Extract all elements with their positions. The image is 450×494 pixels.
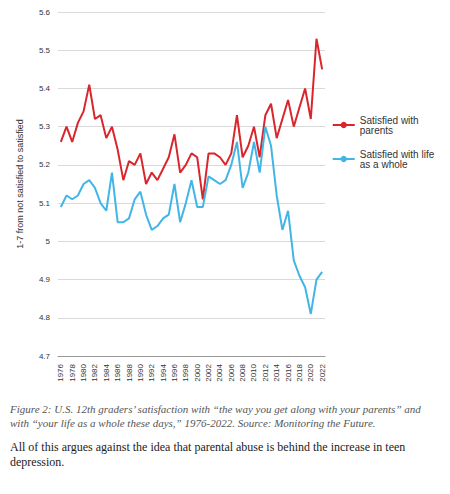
svg-text:1996: 1996	[170, 363, 179, 381]
svg-text:4.9: 4.9	[39, 275, 51, 284]
svg-text:1980: 1980	[79, 363, 88, 381]
html-text:All of this argues against the: All of this argues against the idea that…	[10, 440, 406, 469]
svg-text:Satisfied with: Satisfied with	[359, 114, 422, 126]
svg-text:1988: 1988	[125, 363, 134, 381]
svg-text:2022: 2022	[318, 363, 327, 381]
svg-text:4.8: 4.8	[39, 313, 51, 322]
svg-text:Satisfied with life: Satisfied with life	[359, 148, 437, 160]
svg-text:1982: 1982	[90, 363, 99, 381]
svg-text:parents: parents	[360, 125, 393, 136]
svg-text:2020: 2020	[306, 363, 315, 381]
svg-text:2018: 2018	[295, 363, 304, 381]
svg-text:1994: 1994	[159, 363, 168, 381]
svg-text:2010: 2010	[249, 363, 258, 381]
svg-text:1976: 1976	[56, 363, 65, 381]
svg-text:5.5: 5.5	[39, 46, 51, 55]
svg-text:1998: 1998	[181, 363, 190, 381]
svg-text:1986: 1986	[113, 363, 122, 381]
svg-text:2002: 2002	[204, 363, 213, 381]
html-text:Figure 2: U.S. 12th graders’ s: Figure 2: U.S. 12th graders’ satisfactio…	[10, 403, 421, 429]
svg-text:1992: 1992	[147, 363, 156, 381]
svg-text:2014: 2014	[272, 363, 281, 381]
svg-text:2000: 2000	[193, 363, 202, 381]
svg-text:1990: 1990	[136, 363, 145, 381]
svg-text:5.1: 5.1	[39, 199, 51, 208]
svg-text:5.3: 5.3	[39, 122, 51, 131]
svg-text:2006: 2006	[227, 363, 236, 381]
svg-text:1984: 1984	[102, 363, 111, 381]
svg-text:4.7: 4.7	[39, 352, 51, 361]
svg-text:1978: 1978	[68, 363, 77, 381]
svg-text:2004: 2004	[215, 363, 224, 381]
svg-text:2012: 2012	[261, 363, 270, 381]
svg-text:as a whole: as a whole	[360, 159, 408, 170]
svg-text:1-7 from not satisfied to sati: 1-7 from not satisfied to satisfied	[15, 119, 25, 249]
svg-text:2008: 2008	[238, 363, 247, 381]
svg-text:5.2: 5.2	[39, 160, 51, 169]
svg-text:5.6: 5.6	[39, 8, 51, 17]
svg-text:5.4: 5.4	[39, 84, 51, 93]
svg-text:2016: 2016	[284, 363, 293, 381]
svg-text:5: 5	[46, 237, 51, 246]
